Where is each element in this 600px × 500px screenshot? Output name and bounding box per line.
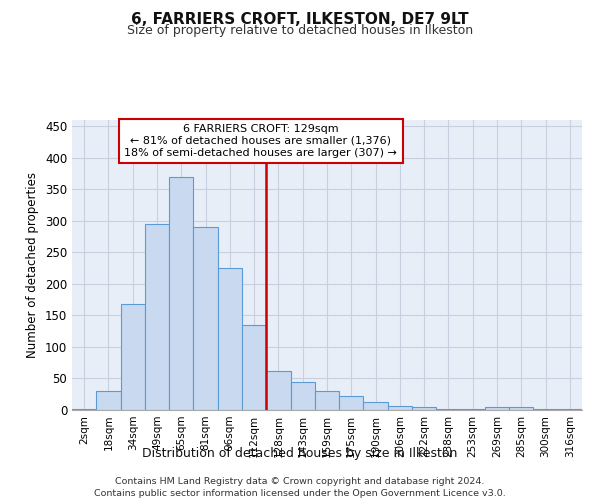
Text: Contains public sector information licensed under the Open Government Licence v3: Contains public sector information licen…: [94, 489, 506, 498]
Text: Size of property relative to detached houses in Ilkeston: Size of property relative to detached ho…: [127, 24, 473, 37]
Bar: [193, 227, 218, 410]
Bar: [533, 408, 558, 410]
Bar: [364, 402, 388, 410]
Bar: [218, 268, 242, 410]
Text: 6 FARRIERS CROFT: 129sqm
← 81% of detached houses are smaller (1,376)
18% of sem: 6 FARRIERS CROFT: 129sqm ← 81% of detach…: [124, 124, 397, 158]
Bar: [509, 408, 533, 410]
Text: Contains HM Land Registry data © Crown copyright and database right 2024.: Contains HM Land Registry data © Crown c…: [115, 478, 485, 486]
Bar: [388, 406, 412, 410]
Bar: [72, 408, 96, 410]
Bar: [485, 407, 509, 410]
Bar: [169, 176, 193, 410]
Y-axis label: Number of detached properties: Number of detached properties: [26, 172, 40, 358]
Text: Distribution of detached houses by size in Ilkeston: Distribution of detached houses by size …: [142, 448, 458, 460]
Bar: [436, 408, 461, 410]
Bar: [315, 391, 339, 410]
Bar: [121, 304, 145, 410]
Bar: [412, 408, 436, 410]
Bar: [145, 224, 169, 410]
Bar: [290, 382, 315, 410]
Bar: [266, 371, 290, 410]
Bar: [339, 396, 364, 410]
Text: 6, FARRIERS CROFT, ILKESTON, DE7 9LT: 6, FARRIERS CROFT, ILKESTON, DE7 9LT: [131, 12, 469, 28]
Bar: [96, 391, 121, 410]
Bar: [242, 325, 266, 410]
